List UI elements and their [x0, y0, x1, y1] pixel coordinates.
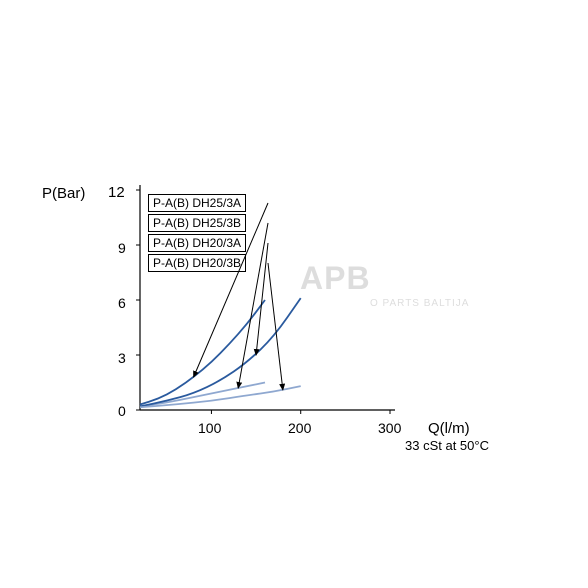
legend-item-0: P-A(B) DH25/3A	[148, 194, 246, 212]
x-axis-subtitle: 33 cSt at 50°C	[405, 438, 489, 453]
y-tick-6: 6	[118, 295, 126, 311]
legend-item-3: P-A(B) DH20/3B	[148, 254, 246, 272]
chart-plot	[0, 0, 588, 588]
legend-item-1: P-A(B) DH25/3B	[148, 214, 246, 232]
y-tick-0: 0	[118, 403, 126, 419]
y-axis-title: P(Bar)	[42, 185, 85, 202]
x-axis-title: Q(l/m)	[428, 420, 470, 437]
legend-item-2: P-A(B) DH20/3A	[148, 234, 246, 252]
x-tick-200: 200	[288, 420, 311, 436]
x-tick-100: 100	[198, 420, 221, 436]
x-tick-300: 300	[378, 420, 401, 436]
watermark-main: APB	[300, 260, 371, 297]
y-tick-9: 9	[118, 240, 126, 256]
watermark-sub: O PARTS BALTIJA	[370, 298, 469, 309]
y-tick-12: 12	[108, 184, 125, 201]
y-tick-3: 3	[118, 350, 126, 366]
